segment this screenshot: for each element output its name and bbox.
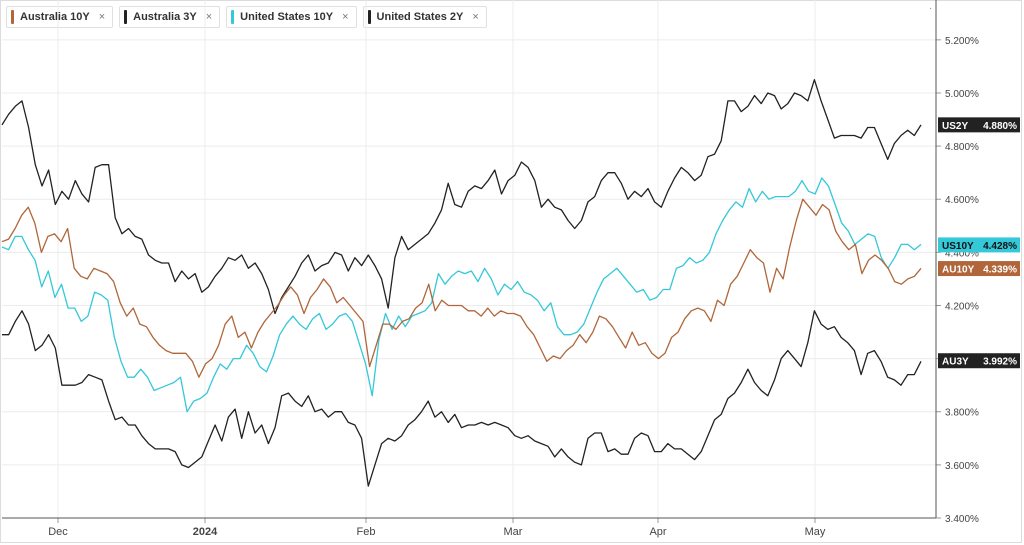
y-tick-label: 4.400% xyxy=(945,248,979,259)
series-line-united-states-2y xyxy=(1,79,922,315)
legend-chip-australia-3y[interactable]: Australia 3Y × xyxy=(119,6,221,28)
series-line-united-states-10y xyxy=(1,177,922,413)
last-value-tag-code: US2Y xyxy=(942,121,968,132)
legend-chip-united-states-10y[interactable]: United States 10Y × xyxy=(226,6,357,28)
last-value-tag-code: AU3Y xyxy=(942,357,969,368)
remove-series-icon[interactable]: × xyxy=(472,11,479,23)
legend-color-swatch xyxy=(367,10,371,24)
y-tick-label: 3.800% xyxy=(945,408,979,419)
y-tick-label: 5.200% xyxy=(945,36,979,47)
legend-chip-australia-10y[interactable]: Australia 10Y × xyxy=(6,6,114,28)
y-tick-label: 3.400% xyxy=(945,514,979,525)
last-value-tag-australia-3y xyxy=(938,353,1020,369)
legend: Australia 10Y × Australia 3Y × United St… xyxy=(6,6,487,28)
last-value-tag-united-states-10y xyxy=(938,237,1020,253)
last-value-tag-code: AU10Y xyxy=(942,265,975,276)
legend-label: Australia 3Y xyxy=(133,11,197,23)
last-value-tag-value: 3.992% xyxy=(983,357,1017,368)
x-tick-label: Mar xyxy=(504,526,523,538)
chart-menu-icon[interactable]: · xyxy=(929,3,933,14)
legend-color-swatch xyxy=(124,10,128,24)
y-tick-label: 5.000% xyxy=(945,89,979,100)
y-tick-label: 4.600% xyxy=(945,195,979,206)
x-tick-label: Dec xyxy=(48,526,68,538)
x-tick-label: Feb xyxy=(357,526,376,538)
legend-color-swatch xyxy=(11,10,14,24)
y-tick-label: 3.600% xyxy=(945,461,979,472)
last-value-tag-value: 4.428% xyxy=(983,241,1017,252)
x-tick-label: 2024 xyxy=(193,526,218,538)
legend-chip-united-states-2y[interactable]: United States 2Y × xyxy=(362,6,487,28)
y-tick-label: 4.200% xyxy=(945,301,979,312)
legend-label: United States 10Y xyxy=(240,11,334,23)
last-value-tag-united-states-2y xyxy=(938,117,1020,133)
series-line-australia-3y xyxy=(2,310,922,487)
x-tick-label: May xyxy=(805,526,826,538)
remove-series-icon[interactable]: × xyxy=(205,11,213,23)
legend-label: Australia 10Y xyxy=(20,11,90,23)
last-value-tag-australia-10y xyxy=(938,261,1020,277)
y-tick-label: 4.800% xyxy=(945,142,979,153)
legend-color-swatch xyxy=(231,10,235,24)
remove-series-icon[interactable]: × xyxy=(342,11,349,23)
last-value-tag-value: 4.339% xyxy=(983,265,1017,276)
x-tick-label: Apr xyxy=(649,526,666,538)
legend-label: United States 2Y xyxy=(376,11,464,23)
remove-series-icon[interactable]: × xyxy=(98,11,106,23)
last-value-tag-value: 4.880% xyxy=(983,121,1017,132)
last-value-tag-code: US10Y xyxy=(942,241,974,252)
series-line-australia-10y xyxy=(1,198,922,378)
